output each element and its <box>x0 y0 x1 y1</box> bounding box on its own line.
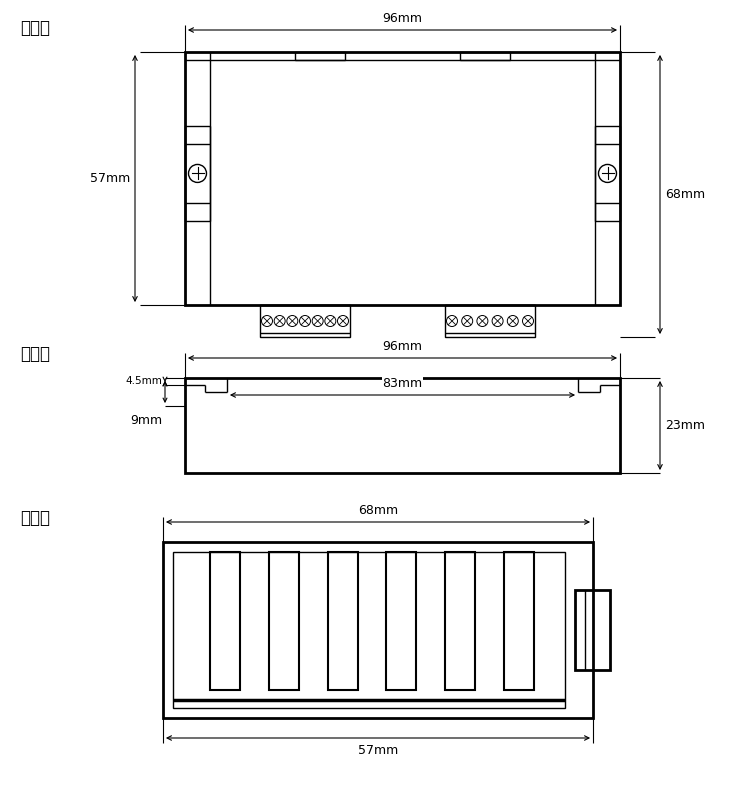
Text: 68mm: 68mm <box>358 504 398 517</box>
Text: 侧视图: 侧视图 <box>20 509 50 527</box>
Text: 96mm: 96mm <box>382 340 422 353</box>
Text: 9mm: 9mm <box>130 414 162 427</box>
Text: 68mm: 68mm <box>665 188 705 201</box>
Text: 96mm: 96mm <box>382 12 422 25</box>
Text: 57mm: 57mm <box>358 744 398 757</box>
Text: 23mm: 23mm <box>665 419 705 432</box>
Text: 83mm: 83mm <box>382 377 422 390</box>
Text: 背视图: 背视图 <box>20 345 50 363</box>
Text: 4.5mm: 4.5mm <box>125 377 162 386</box>
Text: 57mm: 57mm <box>90 172 130 185</box>
Text: 俯视图: 俯视图 <box>20 19 50 37</box>
